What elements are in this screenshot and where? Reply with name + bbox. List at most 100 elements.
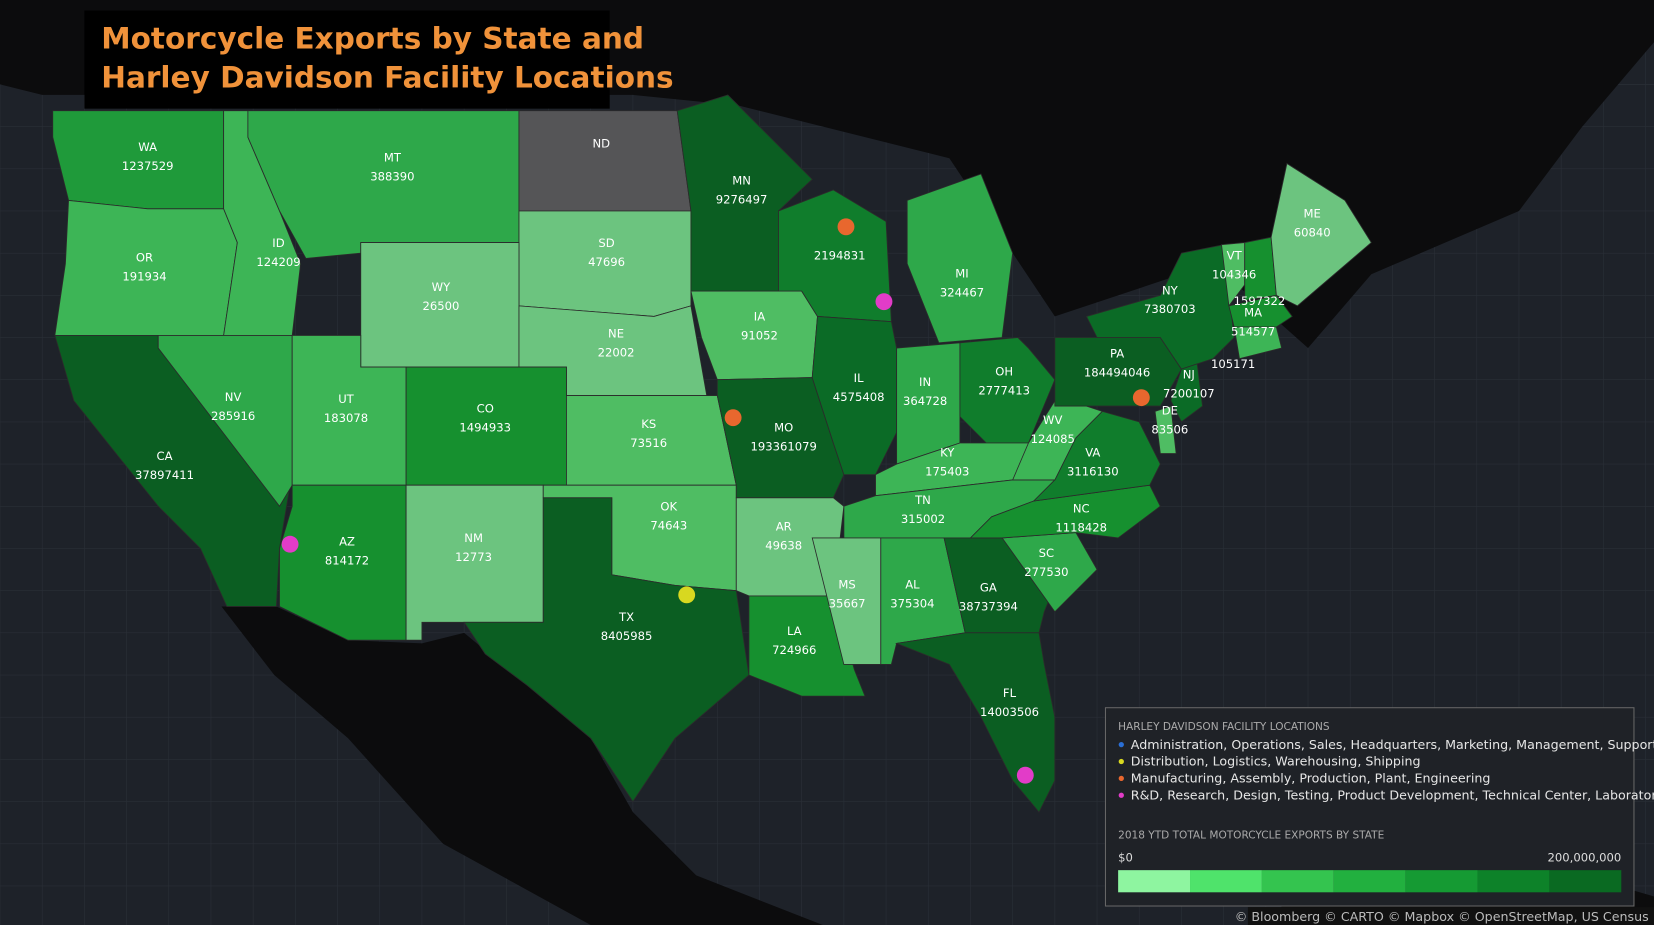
state bbox=[157, 334, 293, 508]
state-abbr: SC bbox=[1039, 546, 1054, 560]
state-value: 8405985 bbox=[601, 629, 653, 643]
state-abbr: VT bbox=[1227, 248, 1243, 262]
state-value: 73516 bbox=[630, 436, 667, 450]
scale-step bbox=[1549, 870, 1622, 893]
state-value: 35667 bbox=[829, 597, 866, 611]
state-abbr: MI bbox=[955, 266, 968, 280]
title-line: Harley Davidson Facility Locations bbox=[101, 61, 673, 95]
state-value: 4575408 bbox=[833, 390, 885, 404]
state bbox=[1233, 326, 1283, 360]
state-value: 9276497 bbox=[716, 193, 768, 207]
state-abbr: NJ bbox=[1183, 368, 1195, 382]
attribution: © Bloomberg © CARTO © Mapbox © OpenStree… bbox=[1235, 909, 1649, 924]
state-value: 49638 bbox=[765, 539, 802, 553]
state-value: 60840 bbox=[1294, 225, 1331, 239]
state-value: 1118428 bbox=[1055, 521, 1107, 535]
state-value: 1597322 bbox=[1234, 294, 1286, 308]
state-value: 814172 bbox=[325, 553, 369, 567]
state-value: 74643 bbox=[650, 518, 687, 532]
state-value: 124085 bbox=[1031, 432, 1075, 446]
state-abbr: MN bbox=[732, 174, 751, 188]
state-abbr: AZ bbox=[339, 534, 355, 548]
state bbox=[518, 110, 692, 212]
state-value: 285916 bbox=[211, 409, 255, 423]
state-value: 1494933 bbox=[459, 420, 511, 434]
state-abbr: PA bbox=[1110, 347, 1124, 361]
state-abbr: VA bbox=[1085, 446, 1100, 460]
state-value: 277530 bbox=[1024, 565, 1068, 579]
state-abbr: WY bbox=[432, 280, 451, 294]
state-abbr: NM bbox=[464, 531, 483, 545]
legend-dot bbox=[1118, 792, 1124, 798]
state-abbr: OH bbox=[995, 364, 1013, 378]
state-abbr: KY bbox=[940, 446, 955, 460]
state-value: 1237529 bbox=[122, 159, 174, 173]
state-abbr: DE bbox=[1162, 404, 1178, 418]
title-box bbox=[84, 10, 610, 109]
state-value: 104346 bbox=[1212, 267, 1256, 281]
state bbox=[463, 497, 750, 803]
state-abbr: NV bbox=[225, 390, 242, 404]
state-abbr: TX bbox=[618, 610, 634, 624]
scale-max: 200,000,000 bbox=[1548, 851, 1622, 865]
scale-step bbox=[1477, 870, 1550, 893]
facility-point bbox=[724, 409, 742, 427]
state-abbr: LA bbox=[787, 624, 802, 638]
legend-label: Manufacturing, Assembly, Production, Pla… bbox=[1131, 771, 1491, 786]
state-abbr: FL bbox=[1003, 686, 1017, 700]
state-abbr: NE bbox=[608, 327, 624, 341]
state-value: 26500 bbox=[422, 299, 459, 313]
state-abbr: IL bbox=[854, 371, 864, 385]
state-abbr: SD bbox=[598, 236, 614, 250]
legend: HARLEY DAVIDSON FACILITY LOCATIONS 2018 … bbox=[1104, 707, 1654, 907]
state bbox=[906, 173, 1014, 344]
state-value: 105171 bbox=[1211, 357, 1255, 371]
state-value: 83506 bbox=[1151, 422, 1188, 436]
state-value: 315002 bbox=[901, 512, 945, 526]
state-value: 12773 bbox=[455, 550, 492, 564]
state-value: 184494046 bbox=[1084, 366, 1150, 380]
state-abbr: CA bbox=[157, 449, 173, 463]
state-value: 514577 bbox=[1231, 324, 1275, 338]
legend-title: 2018 YTD TOTAL MOTORCYCLE EXPORTS BY STA… bbox=[1118, 830, 1384, 842]
facility-point bbox=[837, 218, 855, 236]
state-value: 191934 bbox=[122, 270, 166, 284]
state bbox=[959, 337, 1056, 444]
legend-label: Distribution, Logistics, Warehousing, Sh… bbox=[1131, 754, 1421, 769]
state-value: 38737394 bbox=[959, 600, 1018, 614]
state-value: 364728 bbox=[903, 394, 947, 408]
state-abbr: ID bbox=[272, 236, 284, 250]
title-line: Motorcycle Exports by State and bbox=[101, 22, 644, 56]
state-abbr: WA bbox=[138, 140, 157, 154]
state bbox=[1154, 405, 1177, 454]
state-value: 2194831 bbox=[814, 248, 866, 262]
state-abbr: IA bbox=[754, 310, 765, 324]
state-value: 175403 bbox=[925, 465, 969, 479]
legend-dot bbox=[1118, 758, 1124, 765]
legend-title: HARLEY DAVIDSON FACILITY LOCATIONS bbox=[1118, 721, 1330, 733]
state-abbr: GA bbox=[980, 581, 997, 595]
states bbox=[52, 94, 1372, 813]
state-abbr: CO bbox=[477, 401, 494, 415]
state-abbr: IN bbox=[919, 375, 931, 389]
facility-point bbox=[678, 586, 696, 604]
state bbox=[54, 199, 238, 336]
state-abbr: NC bbox=[1073, 502, 1090, 516]
state-abbr: ND bbox=[592, 137, 610, 151]
state-value: 14003506 bbox=[980, 705, 1039, 719]
state-abbr: WV bbox=[1043, 413, 1062, 427]
state-abbr: OR bbox=[136, 251, 153, 265]
scale-step bbox=[1405, 870, 1478, 893]
state-abbr: AR bbox=[776, 520, 792, 534]
state-value: 193361079 bbox=[751, 439, 817, 453]
state-value: 91052 bbox=[741, 329, 778, 343]
attribution-box bbox=[1247, 907, 1654, 925]
legend-label: R&D, Research, Design, Testing, Product … bbox=[1131, 787, 1654, 802]
scale-step bbox=[1118, 870, 1191, 893]
state-abbr: KS bbox=[641, 417, 656, 431]
scale-step bbox=[1190, 870, 1262, 893]
state-abbr: MT bbox=[384, 150, 402, 164]
legend-label: Administration, Operations, Sales, Headq… bbox=[1131, 737, 1654, 752]
state-labels: WA 1237529 OR 191934 CA 37897411 ID 124209 MT 388… bbox=[122, 137, 1331, 719]
